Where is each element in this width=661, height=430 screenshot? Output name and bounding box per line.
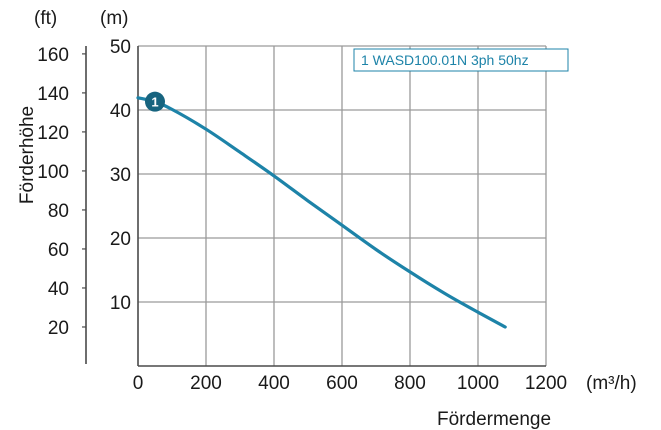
y-tick-label-ft-0: 20: [48, 318, 69, 339]
series-line-0: [136, 96, 507, 329]
x-tick-label-4: 800: [394, 373, 426, 394]
x-axis-title: Fördermenge: [437, 409, 551, 430]
y-unit-right: (m): [100, 8, 128, 29]
series-layer: 1: [136, 91, 507, 329]
series-marker-circle-0: [145, 91, 165, 112]
y-tick-label-m-1: 20: [110, 229, 131, 250]
y-tick-label-ft-7: 160: [37, 45, 69, 66]
x-tick-label-0: 0: [133, 373, 144, 394]
x-tick-label-3: 600: [326, 373, 358, 394]
y-tick-label-m-3: 40: [110, 101, 131, 122]
y-tick-label-ft-5: 120: [37, 123, 69, 144]
y-tick-label-ft-4: 100: [37, 162, 69, 183]
legend-entry: 1 WASD100.01N 3ph 50hz: [361, 52, 529, 68]
x-tick-label-1: 200: [190, 373, 222, 394]
legend-box: [353, 48, 569, 72]
y-tick-label-ft-1: 40: [48, 279, 69, 300]
y-tick-label-m-0: 10: [110, 293, 131, 314]
x-tick-label-6: 1200: [525, 373, 567, 394]
y-unit-left: (ft): [34, 8, 57, 29]
x-unit: (m³/h): [586, 373, 637, 394]
legend: 1 WASD100.01N 3ph 50hz: [353, 48, 569, 72]
y-tick-label-m-4: 50: [110, 37, 131, 58]
y-tick-label-ft-3: 80: [48, 201, 69, 222]
y-ticks-ft: 20 40 60 80 100 120 140 160: [37, 45, 86, 339]
x-ticks: 0 200 400 600 800 1000 1200: [133, 373, 567, 394]
series-marker-label-0: 1: [151, 95, 158, 110]
y-tick-label-ft-6: 140: [37, 84, 69, 105]
y-tick-label-m-2: 30: [110, 165, 131, 186]
x-tick-label-5: 1000: [457, 373, 499, 394]
y-tick-label-ft-2: 60: [48, 240, 69, 261]
y-ticks-m: 10 20 30 40 50: [110, 37, 131, 314]
grid: [138, 45, 547, 366]
x-tick-label-2: 400: [258, 373, 290, 394]
y-axis-title: Förderhöhe: [17, 106, 38, 204]
